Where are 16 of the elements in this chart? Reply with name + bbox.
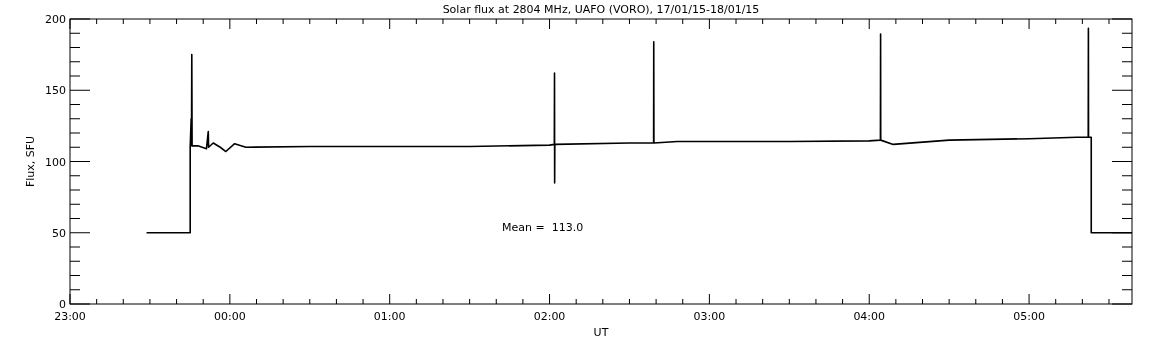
y-tick-label: 100 [45, 155, 66, 169]
x-tick-label: 00:00 [213, 310, 246, 323]
chart-title: Solar flux at 2804 MHz, UAFO (VORO), 17/01/15-18/01/15 [442, 3, 760, 16]
x-tick-label: 04:00 [853, 310, 886, 323]
x-tick-label: 23:00 [54, 310, 86, 323]
y-tick-label: 50 [52, 226, 66, 240]
y-tick-label: 200 [45, 13, 66, 26]
y-tick-label: 0 [59, 298, 66, 311]
y-tick-label: 150 [45, 84, 66, 98]
x-tick-label: 02:00 [533, 310, 566, 323]
x-tick-label: 03:00 [693, 310, 726, 323]
x-tick-label: 01:00 [373, 310, 406, 323]
y-axis-title: Flux, SFU [24, 135, 37, 188]
x-axis-title: UT [593, 326, 609, 339]
annotation: Mean = 113.0 [502, 221, 584, 235]
x-tick-label: 05:00 [1013, 310, 1045, 323]
